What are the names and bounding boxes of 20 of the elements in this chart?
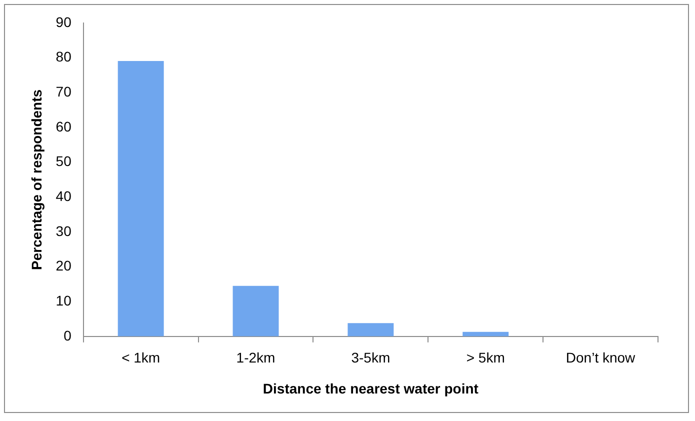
y-tick-label: 10	[56, 292, 72, 308]
y-tick-label: 20	[56, 258, 72, 274]
y-tick-label: 80	[56, 48, 72, 65]
y-tick-label: 50	[56, 153, 72, 170]
y-tick-label: 40	[56, 188, 72, 204]
y-tick-label: 90	[56, 14, 72, 30]
y-tick-label: 0	[64, 327, 72, 344]
x-tick-label: 3-5km	[351, 350, 390, 366]
y-tick-label: 60	[56, 118, 72, 134]
bar	[348, 323, 394, 336]
x-tick-label: < 1km	[122, 350, 160, 366]
x-tick-label: 1-2km	[236, 350, 276, 366]
x-tick-label: > 5km	[466, 350, 505, 366]
bar	[118, 60, 164, 336]
y-tick-label: 30	[56, 222, 72, 239]
y-tick-label: 70	[56, 84, 72, 100]
x-axis-title: Distance the nearest water point	[262, 380, 479, 396]
bar	[232, 286, 279, 336]
y-axis-title: Percentage of respondents	[28, 89, 44, 270]
x-tick-label: Don’t know	[566, 350, 636, 366]
